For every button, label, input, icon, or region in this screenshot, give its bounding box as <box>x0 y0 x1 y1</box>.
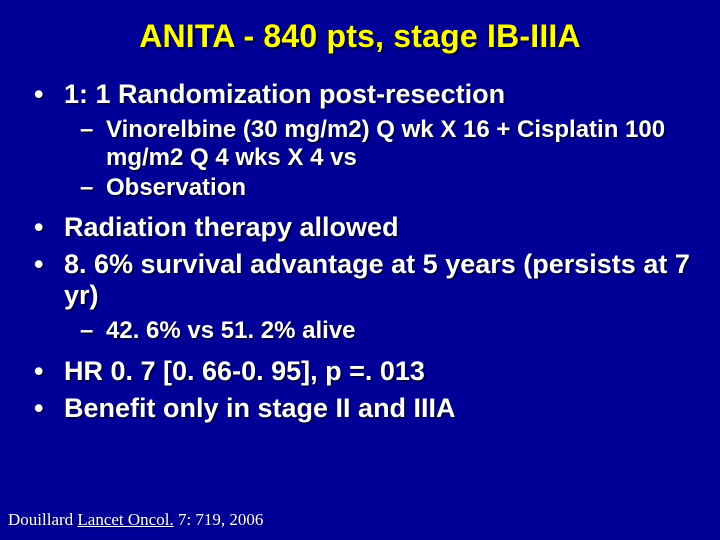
sub-bullet-alive: – 42. 6% vs 51. 2% alive <box>80 317 692 345</box>
bullet-dot-icon: • <box>34 356 64 387</box>
bullet-dot-icon: • <box>34 79 64 110</box>
dash-icon: – <box>80 116 106 144</box>
bullet-text: Benefit only in stage II and IIIA <box>64 393 692 424</box>
bullet-radiation: • Radiation therapy allowed <box>34 212 692 243</box>
bullet-randomization: • 1: 1 Randomization post-resection <box>34 79 692 110</box>
citation-journal: Lancet Oncol. <box>77 510 173 529</box>
bullet-dot-icon: • <box>34 393 64 424</box>
slide-body: • 1: 1 Randomization post-resection – Vi… <box>28 79 692 424</box>
bullet-text: Radiation therapy allowed <box>64 212 692 243</box>
slide-title: ANITA - 840 pts, stage IB-IIIA <box>28 18 692 55</box>
sub-bullets-arm: – Vinorelbine (30 mg/m2) Q wk X 16 + Cis… <box>34 116 692 202</box>
bullet-dot-icon: • <box>34 249 64 280</box>
citation: Douillard Lancet Oncol. 7: 719, 2006 <box>8 510 263 530</box>
sub-bullets-alive: – 42. 6% vs 51. 2% alive <box>34 317 692 345</box>
bullet-dot-icon: • <box>34 212 64 243</box>
slide-container: ANITA - 840 pts, stage IB-IIIA • 1: 1 Ra… <box>0 0 720 540</box>
citation-rest: 7: 719, 2006 <box>174 510 264 529</box>
sub-bullet-text: Vinorelbine (30 mg/m2) Q wk X 16 + Cispl… <box>106 116 692 172</box>
bullet-hr: • HR 0. 7 [0. 66-0. 95], p =. 013 <box>34 356 692 387</box>
bullet-text: 1: 1 Randomization post-resection <box>64 79 692 110</box>
bullet-text: HR 0. 7 [0. 66-0. 95], p =. 013 <box>64 356 692 387</box>
sub-bullet-observation: – Observation <box>80 174 692 202</box>
sub-bullet-vinorelbine: – Vinorelbine (30 mg/m2) Q wk X 16 + Cis… <box>80 116 692 172</box>
bullet-text: 8. 6% survival advantage at 5 years (per… <box>64 249 692 311</box>
dash-icon: – <box>80 317 106 345</box>
sub-bullet-text: 42. 6% vs 51. 2% alive <box>106 317 692 345</box>
bullet-benefit: • Benefit only in stage II and IIIA <box>34 393 692 424</box>
citation-author: Douillard <box>8 510 77 529</box>
sub-bullet-text: Observation <box>106 174 692 202</box>
bullet-survival: • 8. 6% survival advantage at 5 years (p… <box>34 249 692 311</box>
dash-icon: – <box>80 174 106 202</box>
